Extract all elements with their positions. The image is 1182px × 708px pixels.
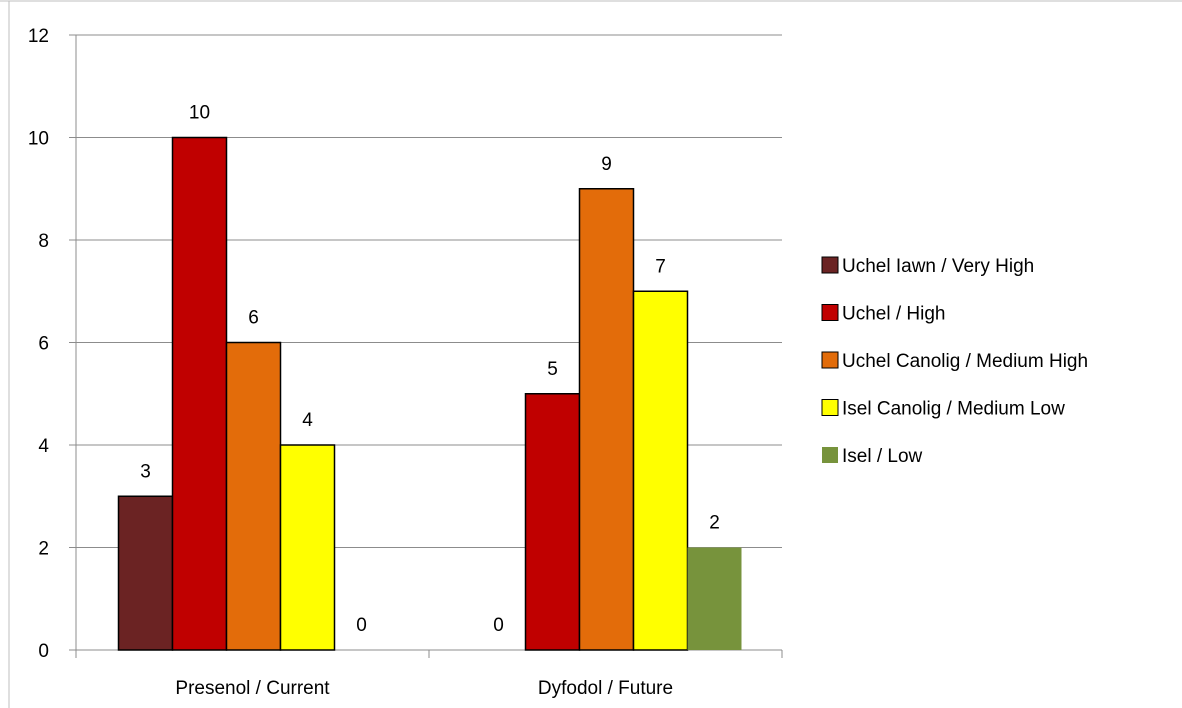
legend-label: Isel Canolig / Medium Low xyxy=(842,399,1065,420)
data-label: 2 xyxy=(709,513,720,534)
data-label: 0 xyxy=(493,615,504,636)
legend-label: Uchel Canolig / Medium High xyxy=(842,351,1088,372)
y-tick-label: 12 xyxy=(28,26,49,47)
y-tick-label: 10 xyxy=(28,129,49,150)
y-tick-label: 8 xyxy=(38,231,49,252)
data-label: 0 xyxy=(356,615,367,636)
bar xyxy=(632,290,689,651)
legend: Uchel Iawn / Very High Uchel / High Uchel … xyxy=(821,256,1088,467)
data-label: 7 xyxy=(655,256,666,277)
bar xyxy=(225,341,282,651)
legend-label: Uchel Iawn / Very High xyxy=(842,256,1034,277)
data-label: 4 xyxy=(302,410,313,431)
y-tick-label: 2 xyxy=(38,539,49,560)
data-labels: 3 10 6 4 0 0 5 9 7 2 xyxy=(140,103,720,637)
bar xyxy=(687,547,742,650)
legend-swatch xyxy=(821,304,839,321)
bar xyxy=(171,136,228,651)
data-label: 3 xyxy=(140,461,151,482)
data-label: 9 xyxy=(601,154,612,175)
x-category-label: Presenol / Current xyxy=(175,678,330,699)
legend-swatch xyxy=(822,447,838,463)
legend-label: Isel / Low xyxy=(842,446,923,467)
y-tick-label: 6 xyxy=(38,334,49,355)
y-tick-label: 0 xyxy=(38,641,49,662)
data-label: 6 xyxy=(248,308,259,329)
legend-swatch xyxy=(821,256,839,274)
legend-swatch xyxy=(821,351,839,369)
data-label: 5 xyxy=(547,359,558,380)
y-tick-label: 4 xyxy=(38,436,49,457)
bar xyxy=(578,188,635,651)
bar xyxy=(524,393,581,651)
bar xyxy=(117,495,174,651)
x-category-label: Dyfodol / Future xyxy=(538,678,673,699)
data-label: 10 xyxy=(189,103,210,124)
bar xyxy=(279,444,336,651)
bars xyxy=(117,136,742,651)
legend-swatch xyxy=(821,399,839,416)
legend-label: Uchel / High xyxy=(842,304,946,325)
